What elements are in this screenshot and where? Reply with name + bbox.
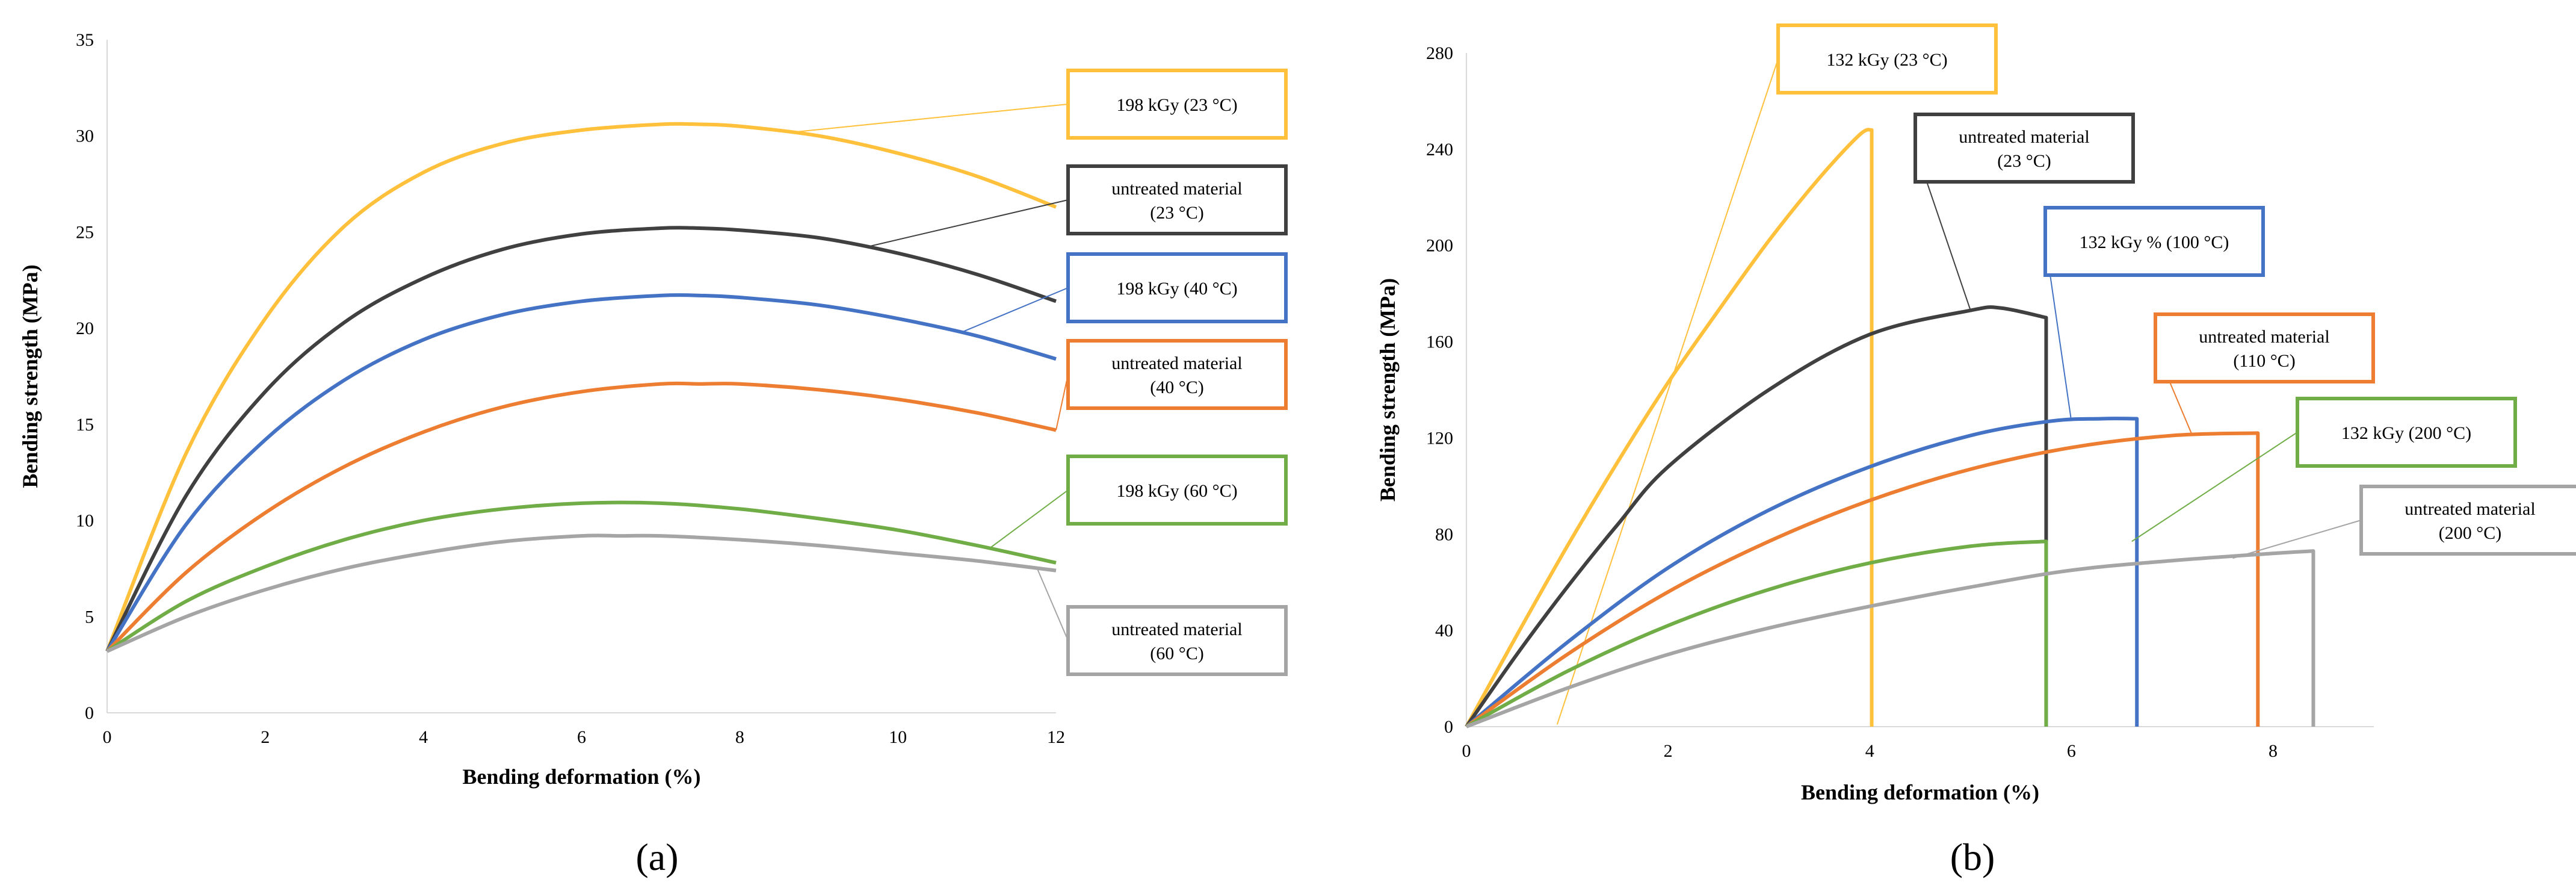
series-line — [105, 293, 1057, 653]
y-tick-label: 20 — [76, 318, 94, 338]
series-line — [1465, 128, 1874, 728]
y-tick-label: 160 — [1426, 332, 1453, 352]
series-label-text: untreated material — [1111, 353, 1242, 373]
panel-label: (a) — [635, 836, 678, 878]
series-label-box — [1776, 23, 1998, 95]
leader-line — [2131, 432, 2298, 542]
series-label-text: untreated material — [2199, 327, 2329, 347]
series-label-box — [1066, 455, 1288, 526]
series-label-text: 198 kGy (60 °C) — [1116, 481, 1237, 501]
series-label-text: 132 kGy % (100 °C) — [2080, 232, 2229, 252]
y-tick-label: 0 — [85, 703, 94, 723]
x-tick-label: 10 — [889, 727, 907, 747]
series-label-text: (23 °C) — [1997, 151, 2051, 171]
x-tick-label: 12 — [1047, 727, 1065, 747]
x-tick-label: 4 — [1865, 741, 1874, 761]
y-axis-title: Bending strength (MPa) — [1376, 278, 1400, 501]
series-line — [105, 226, 1057, 653]
x-tick-label: 8 — [735, 727, 744, 747]
y-tick-label: 15 — [76, 415, 94, 435]
leader-line — [960, 287, 1069, 334]
leader-line — [1055, 374, 1069, 430]
series-label-text: 198 kGy (40 °C) — [1116, 279, 1237, 299]
series-label-text: untreated material — [1111, 619, 1242, 639]
series-label-box — [1066, 69, 1288, 140]
y-axis-title: Bending strength (MPa) — [18, 264, 42, 488]
series-label-box — [1066, 164, 1288, 235]
series-label-box — [1066, 252, 1288, 323]
series-label-text: (60 °C) — [1150, 644, 1204, 663]
series-label-text: (200 °C) — [2439, 523, 2502, 543]
x-tick-label: 2 — [1664, 741, 1673, 761]
series-label-box — [2359, 485, 2576, 556]
y-tick-label: 80 — [1435, 524, 1453, 544]
series-label-text: untreated material — [1959, 127, 2089, 147]
series-label-text: (40 °C) — [1150, 377, 1204, 397]
series-label-box — [1913, 113, 2135, 184]
y-tick-label: 5 — [85, 607, 94, 627]
x-tick-label: 0 — [103, 727, 112, 747]
series-line — [1465, 549, 2315, 728]
leader-line — [989, 489, 1069, 549]
series-label-text: 132 kGy (23 °C) — [1826, 50, 1947, 70]
x-tick-label: 4 — [419, 727, 428, 747]
series-line — [106, 533, 1057, 653]
series-line — [106, 500, 1057, 653]
chart-panel-1: 0 2 4 6 8 10 12 0 5 10 15 20 25 30 35 Bending deformati… — [18, 30, 1288, 878]
series-label-text: (23 °C) — [1150, 203, 1204, 223]
leader-line — [1556, 58, 1779, 725]
series-line — [1465, 431, 2260, 728]
y-tick-label: 0 — [1444, 717, 1453, 737]
y-tick-label: 280 — [1426, 43, 1453, 63]
series-label-box — [2043, 206, 2265, 277]
y-tick-label: 200 — [1426, 236, 1453, 256]
y-tick-label: 120 — [1426, 428, 1453, 448]
series-label-box — [1066, 339, 1288, 410]
leader-line — [790, 104, 1069, 133]
series-label-text: 198 kGy (23 °C) — [1116, 95, 1237, 115]
series-line — [105, 122, 1057, 652]
series-label-box — [2296, 397, 2517, 468]
x-tick-label: 2 — [261, 727, 270, 747]
y-tick-label: 30 — [76, 126, 94, 146]
x-axis-title: Bending deformation (%) — [1801, 780, 2039, 804]
series-label-text: untreated material — [1111, 179, 1242, 199]
y-tick-label: 40 — [1435, 621, 1453, 641]
y-tick-label: 10 — [76, 511, 94, 531]
y-tick-label: 35 — [76, 30, 94, 50]
x-tick-label: 6 — [577, 727, 586, 747]
leader-line — [2232, 520, 2362, 559]
series-label-box — [1066, 605, 1288, 676]
leader-line — [866, 199, 1069, 248]
panel-label: (b) — [1950, 836, 1995, 878]
x-tick-label: 0 — [1462, 741, 1471, 761]
series-line — [1465, 539, 2048, 728]
series-line — [1465, 305, 2048, 728]
series-label-box — [2154, 312, 2375, 383]
leader-line — [1036, 568, 1069, 641]
series-label-text: untreated material — [2405, 499, 2535, 519]
y-tick-label: 240 — [1426, 140, 1453, 160]
x-tick-label: 6 — [2067, 741, 2076, 761]
series-label-text: (110 °C) — [2233, 351, 2295, 371]
x-tick-label: 8 — [2269, 741, 2278, 761]
series-line — [105, 381, 1057, 653]
series-label-text: 132 kGy (200 °C) — [2341, 423, 2471, 443]
x-axis-title: Bending deformation (%) — [463, 765, 701, 789]
y-tick-label: 25 — [76, 222, 94, 242]
series-line — [1465, 417, 2139, 728]
